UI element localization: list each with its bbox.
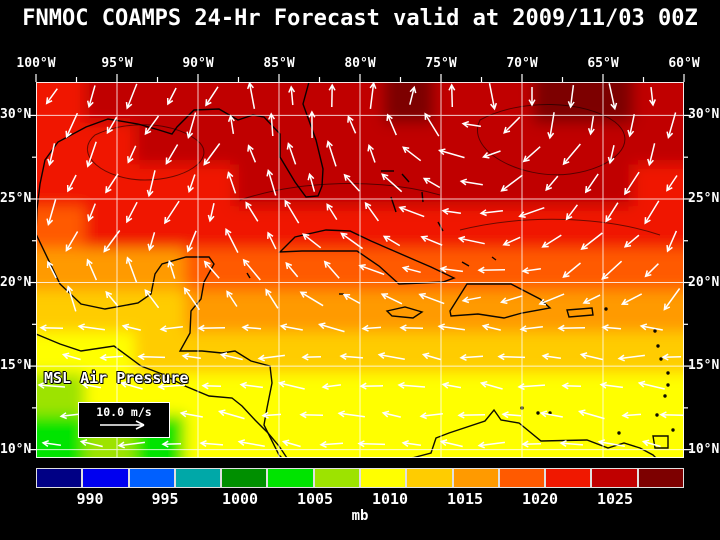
field-name-label: MSL Air Pressure xyxy=(44,369,189,387)
lon-label: 75°W xyxy=(425,56,457,71)
colorbar-tick: 990 xyxy=(76,490,104,508)
colorbar-tick: 1015 xyxy=(446,490,484,508)
lat-label: 10°N xyxy=(0,442,32,457)
wind-reference-arrow-icon xyxy=(100,420,145,430)
lat-label: 15°N xyxy=(0,358,32,373)
lat-label: 20°N xyxy=(688,275,720,290)
lon-label: 65°W xyxy=(587,56,619,71)
lat-label: 25°N xyxy=(688,191,720,206)
coastlines xyxy=(36,82,675,458)
colorbar-cell xyxy=(359,468,407,488)
colorbar-tick: 1010 xyxy=(371,490,409,508)
colorbar-cell xyxy=(452,468,499,488)
colorbar-unit: mb xyxy=(351,508,369,524)
colorbar-cell xyxy=(221,468,268,488)
page-title: FNMOC COAMPS 24-Hr Forecast valid at 200… xyxy=(22,6,698,31)
lon-label: 85°W xyxy=(263,56,295,71)
colorbar-tick: 995 xyxy=(151,490,179,508)
colorbar-cell xyxy=(267,468,314,488)
lon-label: 80°W xyxy=(344,56,376,71)
grid-lines xyxy=(36,82,684,458)
lon-label: 90°W xyxy=(182,56,214,71)
lon-label: 60°W xyxy=(668,56,700,71)
colorbar xyxy=(36,468,684,488)
colorbar-cell xyxy=(313,468,360,488)
lon-label: 70°W xyxy=(506,56,538,71)
colorbar-cell xyxy=(545,468,592,488)
axis-ticks xyxy=(29,74,691,451)
map-border xyxy=(36,82,684,458)
colorbar-cell xyxy=(128,468,175,488)
lat-label: 30°N xyxy=(688,107,720,122)
wind-scale-legend: 10.0 m/s xyxy=(78,402,170,438)
lat-label: 25°N xyxy=(0,191,32,206)
lon-label: 95°W xyxy=(101,56,133,71)
lon-label: 100°W xyxy=(16,56,56,71)
colorbar-cell xyxy=(82,468,129,488)
colorbar-tick: 1020 xyxy=(521,490,559,508)
colorbar-cell xyxy=(36,468,83,488)
colorbar-tick: 1000 xyxy=(221,490,259,508)
colorbar-tick: 1005 xyxy=(296,490,334,508)
colorbar-tick: 1025 xyxy=(596,490,634,508)
colorbar-cell xyxy=(498,468,546,488)
colorbar-cell xyxy=(406,468,453,488)
lat-label: 20°N xyxy=(0,275,32,290)
colorbar-cell xyxy=(591,468,638,488)
colorbar-cell xyxy=(174,468,222,488)
isobar-contours xyxy=(87,103,661,236)
colorbar-cell xyxy=(637,468,684,488)
lat-label: 30°N xyxy=(0,107,32,122)
wind-arrows xyxy=(37,82,684,449)
lat-label: 10°N xyxy=(688,442,720,457)
lat-label: 15°N xyxy=(688,358,720,373)
wind-scale-label: 10.0 m/s xyxy=(96,405,152,419)
